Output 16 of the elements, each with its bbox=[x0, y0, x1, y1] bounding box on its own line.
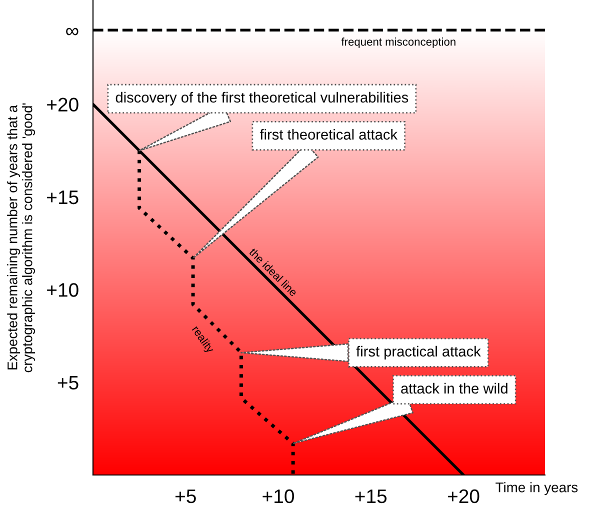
ref-line-label: frequent misconception bbox=[341, 38, 456, 48]
annotation: first practical attack bbox=[356, 346, 481, 360]
x-tick-label: +20 bbox=[448, 489, 480, 504]
y-tick-label: +10 bbox=[47, 283, 78, 297]
y-tick-label: +5 bbox=[58, 376, 78, 390]
x-tick-label: +5 bbox=[175, 490, 196, 504]
y-tick-label: ∞ bbox=[66, 28, 78, 36]
y-tick-label: +20 bbox=[47, 98, 78, 112]
annotation: attack in the wild bbox=[401, 382, 508, 394]
x-axis-title: Time in years bbox=[496, 482, 578, 496]
x-tick-label: +10 bbox=[262, 489, 294, 504]
y-axis-title: Expected remaining number of years that a cryptographic algorithm is considered 'good' bbox=[7, 103, 36, 372]
x-tick-label: +15 bbox=[355, 490, 387, 504]
annotation: first theoretical attack bbox=[260, 128, 398, 140]
y-tick-label: +15 bbox=[47, 190, 78, 204]
annotation: discovery of the first theoretical vulnerabilities bbox=[116, 92, 408, 106]
